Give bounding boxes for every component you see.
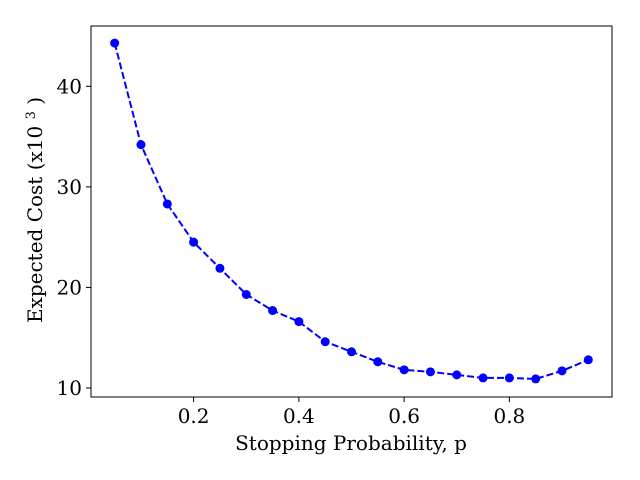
data-point-15 (504, 373, 514, 383)
data-point-17 (557, 366, 567, 376)
x-tick-label-3: 0.8 (493, 404, 525, 428)
data-point-18 (583, 355, 593, 365)
y-tick-label-1: 20 (57, 275, 82, 299)
plot-frame (90, 25, 613, 398)
data-point-9 (347, 347, 356, 357)
y-axis-label-superscript: 3 (24, 111, 39, 119)
y-axis-label-suffix: ) (23, 97, 47, 105)
y-axis-label: Expected Cost (x10 3 ) (23, 97, 47, 323)
data-point-0 (110, 38, 120, 48)
x-axis-label: Stopping Probability, p (235, 431, 467, 455)
data-point-3 (189, 237, 199, 247)
x-tick-label-2: 0.6 (388, 404, 420, 428)
data-point-11 (399, 365, 409, 375)
data-point-13 (452, 370, 462, 380)
x-tick-label-1: 0.4 (283, 404, 315, 428)
data-point-1 (136, 140, 146, 150)
data-point-14 (478, 373, 488, 383)
data-point-8 (320, 337, 330, 347)
data-point-16 (531, 374, 541, 384)
y-tick-label-3: 40 (57, 74, 82, 98)
data-point-10 (373, 357, 383, 367)
data-point-2 (162, 199, 172, 209)
data-point-12 (425, 367, 435, 377)
data-point-6 (268, 306, 278, 316)
data-point-7 (294, 317, 304, 327)
y-tick-label-0: 10 (57, 376, 82, 400)
y-axis-label-prefix: Expected Cost (x10 (23, 126, 47, 323)
y-tick-label-2: 30 (57, 175, 82, 199)
data-point-4 (215, 263, 225, 273)
data-point-5 (241, 289, 251, 299)
x-tick-label-0: 0.2 (178, 404, 210, 428)
